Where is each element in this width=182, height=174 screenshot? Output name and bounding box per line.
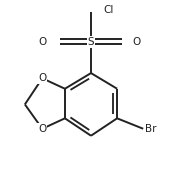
Text: O: O — [132, 37, 140, 47]
Text: S: S — [88, 37, 94, 47]
Text: Cl: Cl — [103, 5, 114, 15]
Text: Br: Br — [145, 124, 157, 134]
Text: O: O — [38, 37, 46, 47]
Text: O: O — [38, 124, 46, 134]
Text: O: O — [38, 73, 46, 83]
